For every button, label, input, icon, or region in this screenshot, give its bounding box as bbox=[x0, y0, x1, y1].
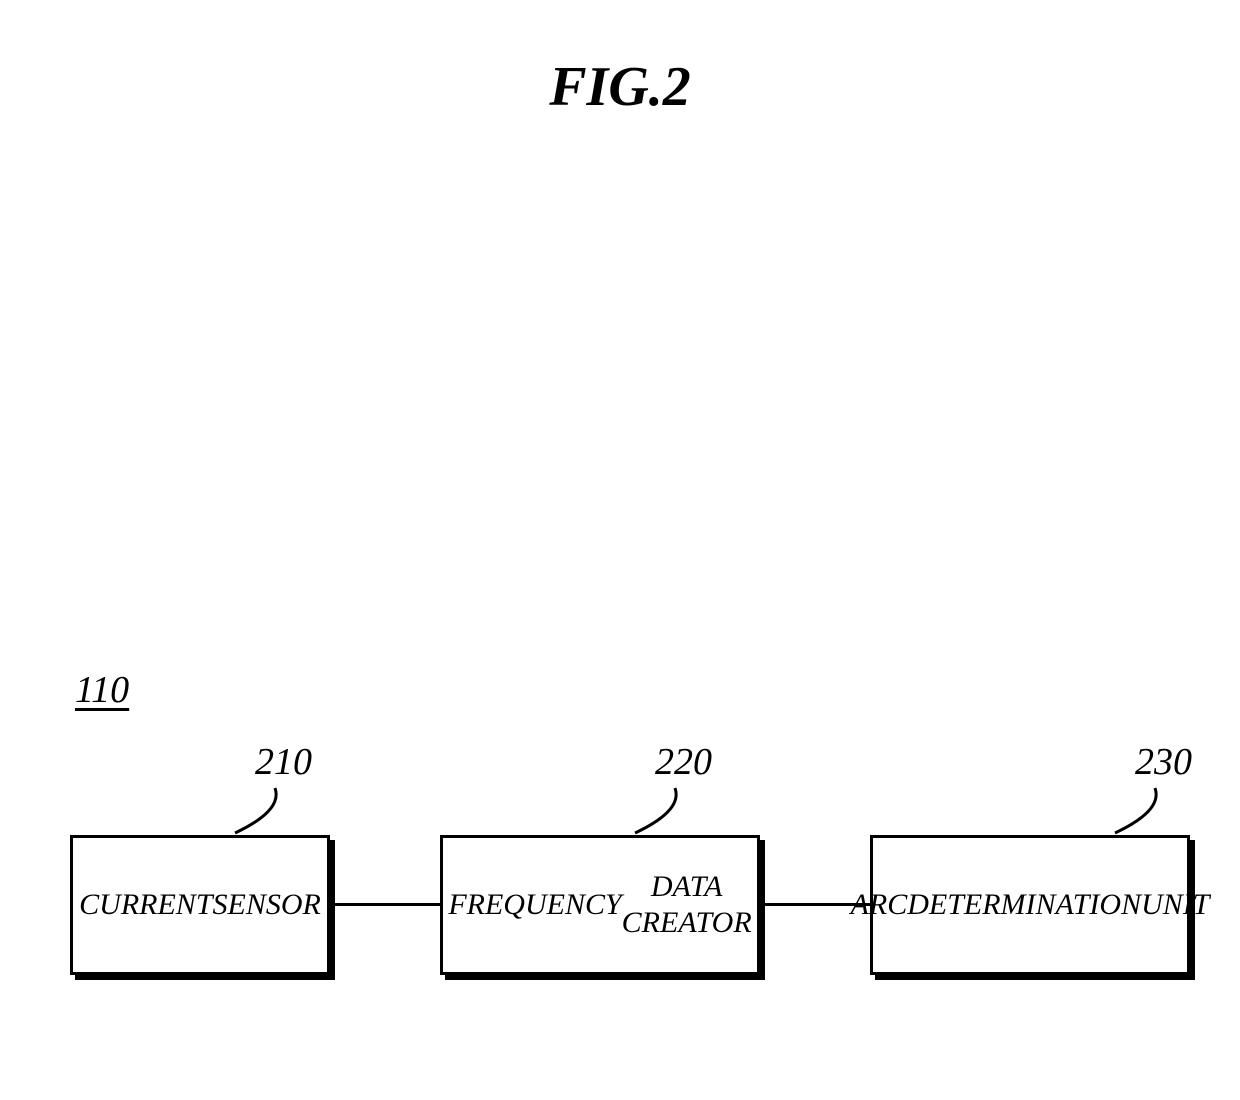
block-reference-label: 210 bbox=[255, 740, 312, 784]
block-connector bbox=[765, 903, 870, 906]
block-label-line: DATA CREATOR bbox=[622, 869, 752, 941]
block-reference-label: 220 bbox=[655, 740, 712, 784]
main-reference-label: 110 bbox=[75, 668, 129, 712]
diagram-block: FREQUENCYDATA CREATOR bbox=[440, 835, 760, 975]
block-label-line: DETERMINATION bbox=[907, 887, 1141, 923]
block-label-line: CURRENT bbox=[79, 887, 212, 923]
block-reference-label: 230 bbox=[1135, 740, 1192, 784]
diagram-block: CURRENTSENSOR bbox=[70, 835, 330, 975]
block-label-line: FREQUENCY bbox=[448, 887, 621, 923]
diagram-block: ARCDETERMINATIONUNIT bbox=[870, 835, 1190, 975]
block-label-line: SENSOR bbox=[213, 887, 321, 923]
figure-title: FIG.2 bbox=[549, 55, 691, 119]
block-label-line: UNIT bbox=[1141, 887, 1209, 923]
block-connector bbox=[335, 903, 440, 906]
